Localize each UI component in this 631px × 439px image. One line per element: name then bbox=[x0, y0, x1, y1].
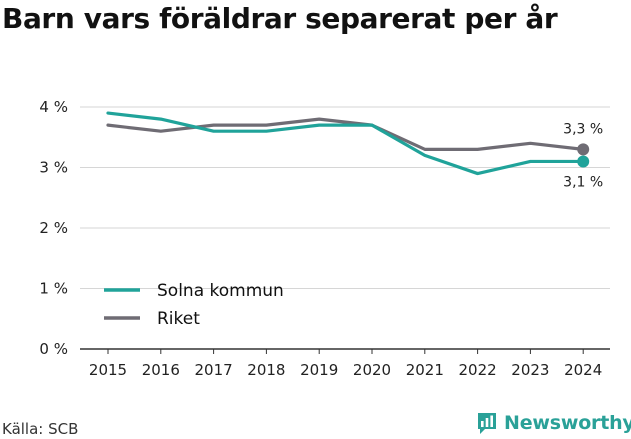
x-tick-label: 2019 bbox=[300, 361, 338, 379]
x-tick-label: 2024 bbox=[564, 361, 602, 379]
series-line-0 bbox=[106, 111, 585, 176]
x-tick-label: 2016 bbox=[142, 361, 180, 379]
x-tick-label: 2017 bbox=[195, 361, 233, 379]
source-note: Källa: SCB bbox=[2, 420, 79, 438]
grid-lines bbox=[80, 106, 610, 350]
chart-title: Barn vars föräldrar separerat per år bbox=[2, 2, 558, 35]
x-tick-label: 2020 bbox=[353, 361, 391, 379]
end-labels: 3,1 % 3,3 % bbox=[563, 121, 603, 190]
y-tick-label: 0 % bbox=[39, 340, 68, 358]
end-value-label: 3,3 % bbox=[563, 121, 603, 137]
legend-label: Riket bbox=[157, 309, 200, 329]
x-tick-label: 2022 bbox=[459, 361, 497, 379]
y-tick-label: 4 % bbox=[39, 98, 68, 116]
end-point bbox=[577, 143, 590, 156]
x-tick-label: 2021 bbox=[406, 361, 444, 379]
x-tick-label: 2023 bbox=[511, 361, 549, 379]
series-lines bbox=[106, 111, 590, 176]
brand-name: Newsworthy bbox=[504, 412, 631, 434]
y-tick-label: 3 % bbox=[39, 159, 68, 177]
x-tick-label: 2015 bbox=[89, 361, 127, 379]
series-line-1 bbox=[106, 117, 585, 151]
y-axis-ticks: 0 % 1 % 2 % 3 % 4 % bbox=[39, 98, 68, 358]
end-value-label: 3,1 % bbox=[563, 174, 603, 190]
y-tick-label: 1 % bbox=[39, 280, 68, 298]
newsworthy-logo-icon bbox=[478, 413, 496, 434]
legend-label: Solna kommun bbox=[157, 281, 284, 301]
y-tick-label: 2 % bbox=[39, 219, 68, 237]
x-tick-label: 2018 bbox=[247, 361, 285, 379]
legend: Solna kommun Riket bbox=[104, 281, 284, 329]
brand-logo: Newsworthy bbox=[476, 410, 631, 436]
end-point bbox=[577, 155, 590, 168]
x-axis-ticks: 2015 2016 2017 2018 2019 2020 2021 2022 2023 2024 bbox=[89, 349, 602, 379]
